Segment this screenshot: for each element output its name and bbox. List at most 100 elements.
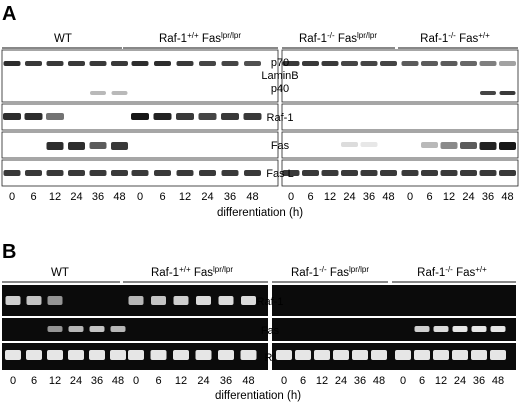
panel-a-time-label: 36 xyxy=(363,191,375,203)
panel-b-time-label: 48 xyxy=(373,375,385,387)
gel-band-rl-lane-8 xyxy=(150,350,167,360)
panel-b-time-label: 6 xyxy=(155,375,161,387)
panel-b-time-label: 12 xyxy=(175,375,187,387)
panel-b-time-label: 24 xyxy=(454,375,466,387)
gel-band-fas-lane-24 xyxy=(490,326,506,332)
band-laminb-p70-lane-18 xyxy=(380,61,397,66)
panel-a-time-label: 48 xyxy=(501,191,513,203)
band-raf1-lane-1 xyxy=(3,113,21,120)
row-label-fasl: Fas L xyxy=(266,168,294,180)
gel-band-rl-lane-24 xyxy=(490,350,506,360)
gel-band-rl-lane-15 xyxy=(314,350,330,360)
gel-band-rl-lane-20 xyxy=(414,350,430,360)
panel-a-time-label: 24 xyxy=(343,191,355,203)
band-fasl-lane-4 xyxy=(68,170,85,176)
blot-laminb-right xyxy=(281,49,519,103)
band-fasl-lane-11 xyxy=(221,170,239,176)
gel-band-raf1-lane-10 xyxy=(196,296,211,305)
row-label-p40: p40 xyxy=(271,83,289,95)
band-laminb-p40-lane-23 xyxy=(480,91,496,95)
band-fas-lane-22 xyxy=(460,142,477,149)
panel-a-time-label: 6 xyxy=(307,191,313,203)
band-laminb-p70-lane-22 xyxy=(460,61,477,66)
band-fasl-lane-22 xyxy=(460,170,477,176)
gel-band-rl-lane-5 xyxy=(89,350,105,360)
blot-fas-right xyxy=(281,131,519,159)
band-laminb-p70-lane-9 xyxy=(176,61,194,66)
gel-band-fas-lane-3 xyxy=(47,326,63,332)
panel-a-group-raf-ko-fas-wt: Raf-1-/- Fas+/+ xyxy=(420,31,490,45)
panel-b-time-label: 36 xyxy=(473,375,485,387)
band-fasl-lane-2 xyxy=(25,170,42,176)
band-fasl-lane-3 xyxy=(46,170,64,176)
panel-b-group-raf-ko-fas-wt: Raf-1-/- Fas+/+ xyxy=(417,265,487,279)
band-fas-lane-16 xyxy=(341,142,358,147)
panel-b-time-label: 24 xyxy=(335,375,347,387)
panel-b-group-wt: WT xyxy=(51,267,69,279)
band-fasl-lane-8 xyxy=(154,170,171,176)
gel-band-fas-lane-5 xyxy=(89,326,105,332)
band-fasl-lane-7 xyxy=(131,170,149,176)
panel-a-letter: A xyxy=(2,3,16,25)
panel-b-time-label: 36 xyxy=(91,375,103,387)
gel-band-rl-lane-9 xyxy=(173,350,189,360)
panel-b-group-raf-wt-fas-lpr: Raf-1+/+ Faslpr/lpr xyxy=(151,265,233,279)
panel-b-xlabel: differentiation (h) xyxy=(215,390,301,402)
row-label-raf1: Raf-1 xyxy=(267,112,294,124)
panel-b-time-label: 12 xyxy=(316,375,328,387)
band-laminb-p40-lane-6 xyxy=(111,91,128,95)
gel-band-raf1-lane-8 xyxy=(151,296,166,305)
band-fasl-lane-16 xyxy=(341,170,358,176)
gel-band-fas-lane-21 xyxy=(433,326,449,332)
panel-b: B WT Raf-1+/+ Faslpr/lpr Raf-1-/- Faslpr… xyxy=(2,241,516,402)
gel-band-rl-lane-6 xyxy=(110,350,126,360)
panel-b-time-label: 12 xyxy=(49,375,61,387)
gel-band-rl-lane-2 xyxy=(26,350,42,360)
gel-band-rl-lane-1 xyxy=(5,350,21,360)
panel-b-time-label: 0 xyxy=(400,375,406,387)
panel-b-group-raf-ko-fas-lpr: Raf-1-/- Faslpr/lpr xyxy=(291,265,369,279)
band-fasl-lane-9 xyxy=(176,170,194,176)
panel-b-time-label: 36 xyxy=(354,375,366,387)
band-laminb-p70-lane-8 xyxy=(154,61,171,66)
band-laminb-p70-lane-17 xyxy=(360,61,378,66)
band-raf1-lane-8 xyxy=(153,113,172,120)
band-fas-lane-20 xyxy=(421,142,438,148)
panel-a-bands xyxy=(3,61,516,176)
band-laminb-p70-lane-3 xyxy=(46,61,64,66)
band-laminb-p70-lane-7 xyxy=(131,61,149,66)
panel-a-time-label: 48 xyxy=(113,191,125,203)
band-raf1-lane-11 xyxy=(221,113,239,120)
gel-fas-right xyxy=(272,318,516,341)
panel-a-time-label: 12 xyxy=(443,191,455,203)
gel-band-rl-lane-13 xyxy=(276,350,292,360)
band-laminb-p70-lane-1 xyxy=(3,61,21,66)
gel-band-raf1-lane-1 xyxy=(5,296,21,305)
band-laminb-p70-lane-12 xyxy=(244,61,261,66)
gel-band-rl-lane-14 xyxy=(295,350,311,360)
gel-band-rl-lane-3 xyxy=(47,350,63,360)
gel-band-raf1-lane-12 xyxy=(241,296,256,305)
band-laminb-p70-lane-10 xyxy=(199,61,216,66)
band-fasl-lane-15 xyxy=(321,170,339,176)
gel-band-fas-lane-23 xyxy=(471,326,487,332)
band-fasl-lane-14 xyxy=(302,170,319,176)
panel-a-time-label: 24 xyxy=(70,191,82,203)
blot-laminb-left xyxy=(1,49,279,103)
blot-raf1-right xyxy=(281,103,519,131)
panel-b-bands xyxy=(5,296,506,360)
gel-band-rl-lane-23 xyxy=(471,350,487,360)
row-label-fas: Fas xyxy=(271,140,290,152)
gel-band-rl-lane-4 xyxy=(68,350,84,360)
panel-a-time-label: 12 xyxy=(324,191,336,203)
panel-a-time-label: 24 xyxy=(201,191,213,203)
band-fas-lane-21 xyxy=(440,142,458,149)
panel-b-time-label: 36 xyxy=(220,375,232,387)
band-laminb-p70-lane-20 xyxy=(421,61,438,66)
band-fasl-lane-10 xyxy=(199,170,216,176)
panel-a-time-label: 6 xyxy=(30,191,36,203)
band-fasl-lane-6 xyxy=(111,170,128,176)
blot-fasl-right xyxy=(281,159,519,187)
panel-b-time-label: 24 xyxy=(70,375,82,387)
gel-band-raf1-lane-11 xyxy=(218,296,234,305)
